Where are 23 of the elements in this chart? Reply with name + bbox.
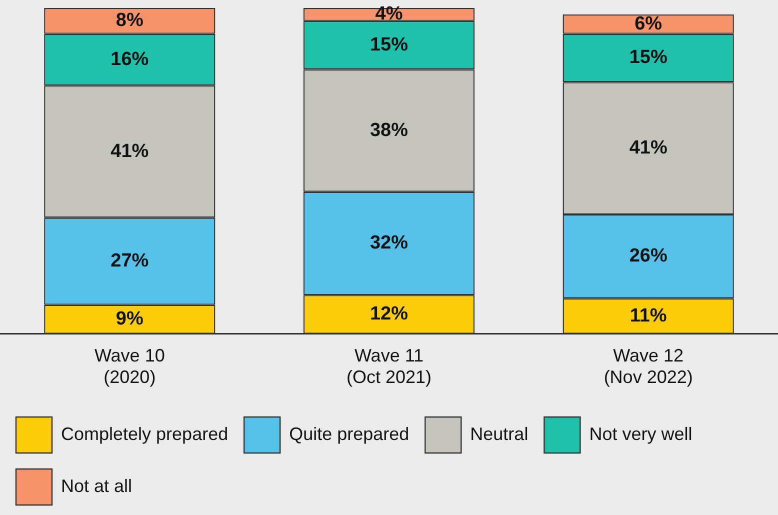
data-label: 41% <box>110 140 149 162</box>
x-tick-label: Wave 10 (2020) <box>94 346 165 388</box>
legend-label: Quite prepared <box>289 424 410 444</box>
data-label: 16% <box>110 48 149 70</box>
x-tick-label: Wave 11 (Oct 2021) <box>346 346 432 388</box>
data-label: 9% <box>116 308 144 330</box>
legend-label: Not very well <box>589 424 692 444</box>
data-label: 41% <box>629 138 668 159</box>
data-label: 32% <box>370 232 408 254</box>
x-tick-label: Wave 12 (Nov 2022) <box>604 346 693 388</box>
data-label: 15% <box>629 47 668 68</box>
data-label: 6% <box>634 13 662 34</box>
legend-label: Not at all <box>61 476 132 496</box>
data-label: 27% <box>110 250 149 272</box>
data-label: 15% <box>370 34 408 56</box>
legend-label: Completely prepared <box>61 424 228 444</box>
data-label: 38% <box>370 120 408 141</box>
data-label: 11% <box>630 305 667 326</box>
data-label: 8% <box>116 10 144 32</box>
data-label: 12% <box>370 304 408 325</box>
data-label: 26% <box>629 246 668 267</box>
legend-label: Neutral <box>470 424 528 444</box>
data-label: 4% <box>375 4 403 25</box>
